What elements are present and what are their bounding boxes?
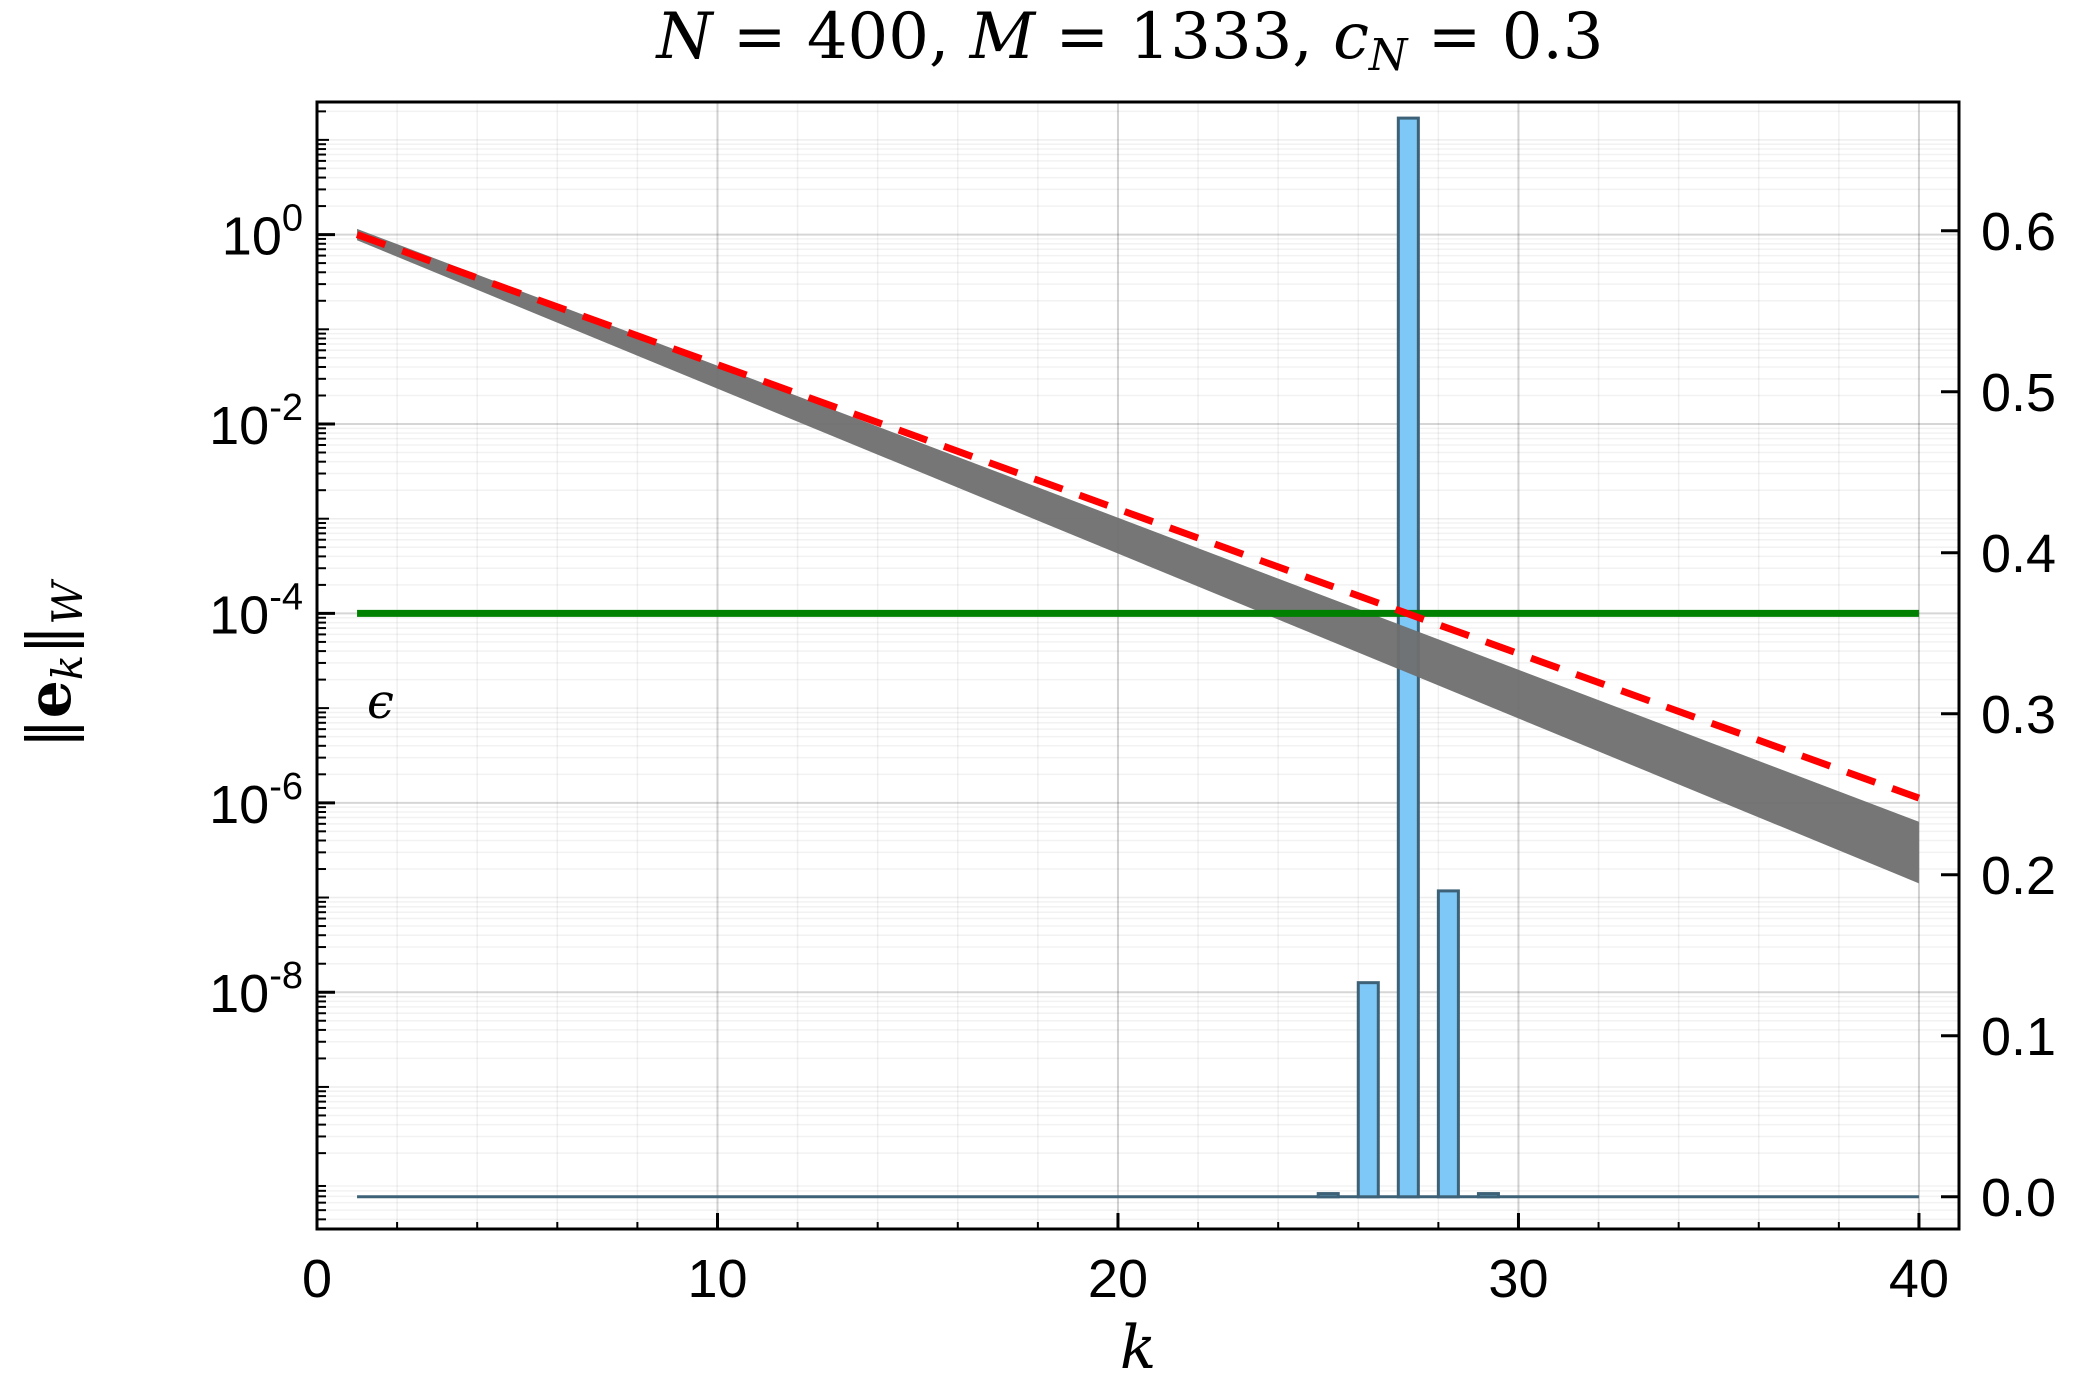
y-left-tick-label: 10-4 (209, 576, 303, 645)
histogram-bar (1436, 889, 1460, 1199)
histogram-bar (1476, 1192, 1500, 1199)
y-right-tick-label: 0.5 (1981, 363, 2056, 423)
y-axis-label: ‖ek‖W (15, 578, 92, 749)
grid-major (316, 102, 1959, 1229)
epsilon-label: ϵ (367, 674, 394, 730)
error-band (357, 228, 1919, 884)
chart-title: N = 400, M = 1333, cN = 0.3 (655, 0, 1604, 81)
y-right-tick-label: 0.2 (1981, 846, 2056, 906)
series-lines (355, 228, 1921, 884)
tick-labels: 0 10 20 30 40 100 10-2 10-4 10-6 10-8 0.0 0.1 0.2 0.3… (209, 198, 2056, 1309)
y-right-tick-label: 0.6 (1981, 202, 2056, 262)
histogram-bar (1356, 981, 1380, 1199)
grid-minor (317, 102, 1959, 1229)
y-left-tick-label: 10-6 (209, 766, 303, 835)
bound-dashed-line (355, 231, 1921, 802)
plot-frame (315, 100, 1961, 1231)
y-left-tick-label: 10-2 (209, 387, 303, 456)
histogram-bar (1316, 1192, 1340, 1199)
y-right-tick-label: 0.4 (1981, 524, 2056, 584)
x-tick-label: 40 (1889, 1249, 1949, 1309)
plot-background (317, 102, 1959, 1229)
y-right-tick-label: 0.1 (1981, 1007, 2056, 1067)
axis-ticks (315, 110, 1959, 1229)
x-tick-label: 20 (1088, 1249, 1148, 1309)
y-left-tick-label: 10-8 (209, 955, 303, 1024)
y-right-tick-label: 0.3 (1981, 685, 2056, 745)
x-tick-label: 0 (302, 1249, 332, 1309)
y-left-tick-label: 100 (222, 198, 303, 267)
x-tick-label: 30 (1488, 1249, 1548, 1309)
y-right-tick-label: 0.0 (1981, 1168, 2056, 1228)
x-tick-label: 10 (687, 1249, 747, 1309)
x-axis-label: k (1120, 1313, 1156, 1383)
